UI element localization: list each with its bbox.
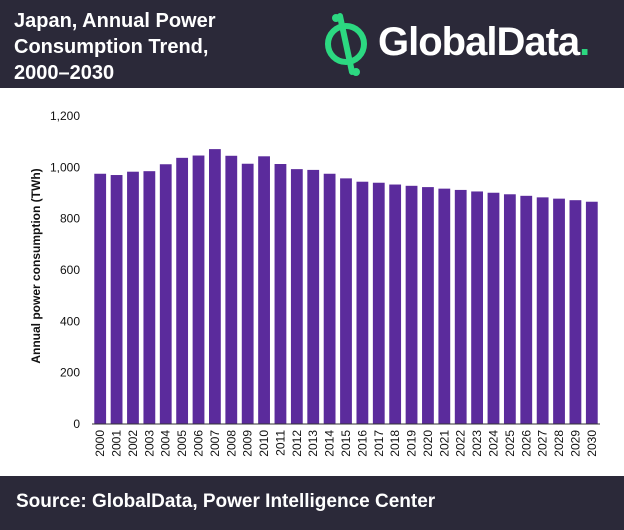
bar-2024 (487, 192, 500, 424)
y-tick-label: 600 (60, 263, 80, 277)
x-tick-label: 2023 (470, 430, 484, 457)
bar-2001 (110, 175, 123, 424)
bar-2008 (225, 155, 238, 424)
bar-2012 (290, 169, 303, 424)
x-tick-label: 2018 (388, 430, 402, 457)
globaldata-logo: GlobalData. (322, 10, 622, 80)
bar-2015 (340, 178, 352, 424)
x-tick-label: 2017 (372, 430, 386, 457)
x-tick-label: 2013 (306, 430, 320, 457)
x-tick-label: 2006 (192, 430, 206, 457)
x-tick-label: 2000 (93, 430, 107, 457)
bar-2020 (422, 187, 434, 424)
bar-2017 (372, 182, 385, 424)
x-tick-label: 2014 (323, 430, 337, 457)
x-tick-label: 2015 (339, 430, 353, 457)
bar-2029 (569, 200, 582, 424)
bar-2018 (389, 184, 402, 424)
x-tick-label: 2012 (290, 430, 304, 457)
x-tick-label: 2024 (486, 430, 500, 457)
y-tick-label: 1,200 (50, 109, 80, 123)
footer-band: Source: GlobalData, Power Intelligence C… (0, 476, 624, 530)
bar-2006 (192, 155, 205, 424)
x-tick-label: 2008 (224, 430, 238, 457)
y-tick-label: 400 (60, 314, 80, 328)
y-tick-label: 1,000 (50, 160, 80, 174)
bar-2005 (176, 157, 189, 424)
x-tick-label: 2010 (257, 430, 271, 457)
bar-chart: Annual power consumption (TWh) 0 200 400 60… (29, 109, 600, 457)
bar-2026 (520, 195, 533, 424)
x-tick-label: 2007 (208, 430, 222, 457)
bar-2022 (454, 189, 467, 424)
bar-2007 (209, 149, 221, 425)
x-tick-label: 2001 (110, 430, 124, 457)
x-axis-ticks: 2000 2001 2002 2003 2004 2005 2006 2007 2008 2009… (93, 430, 599, 457)
x-tick-label: 2009 (241, 430, 255, 457)
bar-2021 (438, 188, 451, 424)
y-tick-label: 200 (60, 366, 80, 380)
bar-2004 (159, 164, 172, 424)
x-tick-label: 2003 (142, 430, 156, 457)
x-tick-label: 2030 (585, 430, 599, 457)
bar-2009 (241, 163, 254, 424)
x-tick-label: 2004 (159, 430, 173, 457)
bar-2023 (471, 191, 483, 424)
y-tick-label: 0 (73, 417, 80, 431)
bar-2000 (94, 173, 107, 424)
y-tick-label: 800 (60, 212, 80, 226)
x-tick-label: 2011 (273, 430, 287, 456)
bar-2030 (585, 201, 598, 424)
x-tick-label: 2026 (519, 430, 533, 457)
bar-2014 (323, 173, 336, 424)
x-tick-label: 2027 (536, 430, 550, 457)
bar-2019 (405, 185, 418, 424)
header-band: Japan, Annual Power Consumption Trend, 2… (0, 0, 624, 88)
globaldata-logo-icon (325, 13, 367, 76)
x-tick-label: 2029 (568, 430, 582, 457)
chart-title: Japan, Annual Power Consumption Trend, 2… (14, 10, 216, 84)
x-tick-label: 2020 (421, 430, 435, 457)
bar-2016 (356, 181, 369, 424)
bar-2010 (258, 156, 270, 425)
x-tick-label: 2002 (126, 430, 140, 457)
source-note: Source: GlobalData, Power Intelligence C… (16, 491, 436, 512)
bar-2002 (127, 171, 139, 424)
x-tick-label: 2005 (175, 430, 189, 457)
bar-2011 (274, 164, 287, 424)
bar-2013 (307, 169, 320, 424)
bar-2028 (553, 198, 565, 424)
logo-wordmark: GlobalData. (378, 20, 590, 64)
bar-2003 (143, 171, 156, 424)
bar-2027 (536, 197, 549, 424)
x-tick-label: 2019 (405, 430, 419, 457)
bar-2025 (503, 194, 516, 424)
x-tick-label: 2022 (454, 430, 468, 457)
x-tick-label: 2021 (437, 430, 451, 457)
x-tick-label: 2025 (503, 430, 517, 457)
x-tick-label: 2016 (355, 430, 369, 457)
y-axis-ticks: 0 200 400 600 800 1,000 1,200 (50, 109, 80, 431)
x-tick-label: 2028 (552, 430, 566, 457)
bars (94, 149, 598, 425)
y-axis-label: Annual power consumption (TWh) (29, 168, 43, 363)
